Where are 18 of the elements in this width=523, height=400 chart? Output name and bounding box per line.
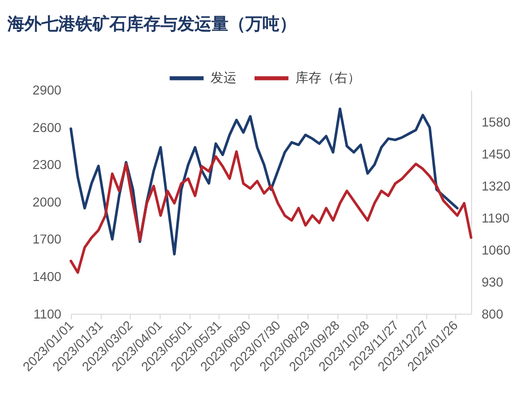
- y2-tick-label: 1060: [482, 242, 510, 258]
- y-tick-label: 2600: [32, 120, 62, 135]
- legend-label: 库存（右）: [295, 70, 360, 86]
- y-tick-label: 1700: [32, 232, 62, 247]
- y-tick-label: 1400: [32, 269, 62, 284]
- legend-label: 发运: [210, 70, 237, 86]
- line-series: [70, 150, 472, 274]
- y-tick-label: 2000: [32, 194, 62, 210]
- y2-tick-label: 1580: [482, 114, 510, 130]
- y-tick-label: 2900: [32, 82, 62, 98]
- y2-tick-label: 930: [482, 274, 504, 290]
- y-tick-label: 1100: [33, 306, 62, 322]
- y2-tick-label: 1190: [482, 210, 510, 226]
- y2-tick-label: 800: [482, 306, 504, 322]
- chart-title: 海外七港铁矿石库存与发运量（万吨）: [6, 13, 297, 34]
- y2-tick-label: 1320: [482, 178, 510, 194]
- y2-tick-label: 1450: [482, 146, 510, 162]
- y-tick-label: 2300: [32, 157, 62, 172]
